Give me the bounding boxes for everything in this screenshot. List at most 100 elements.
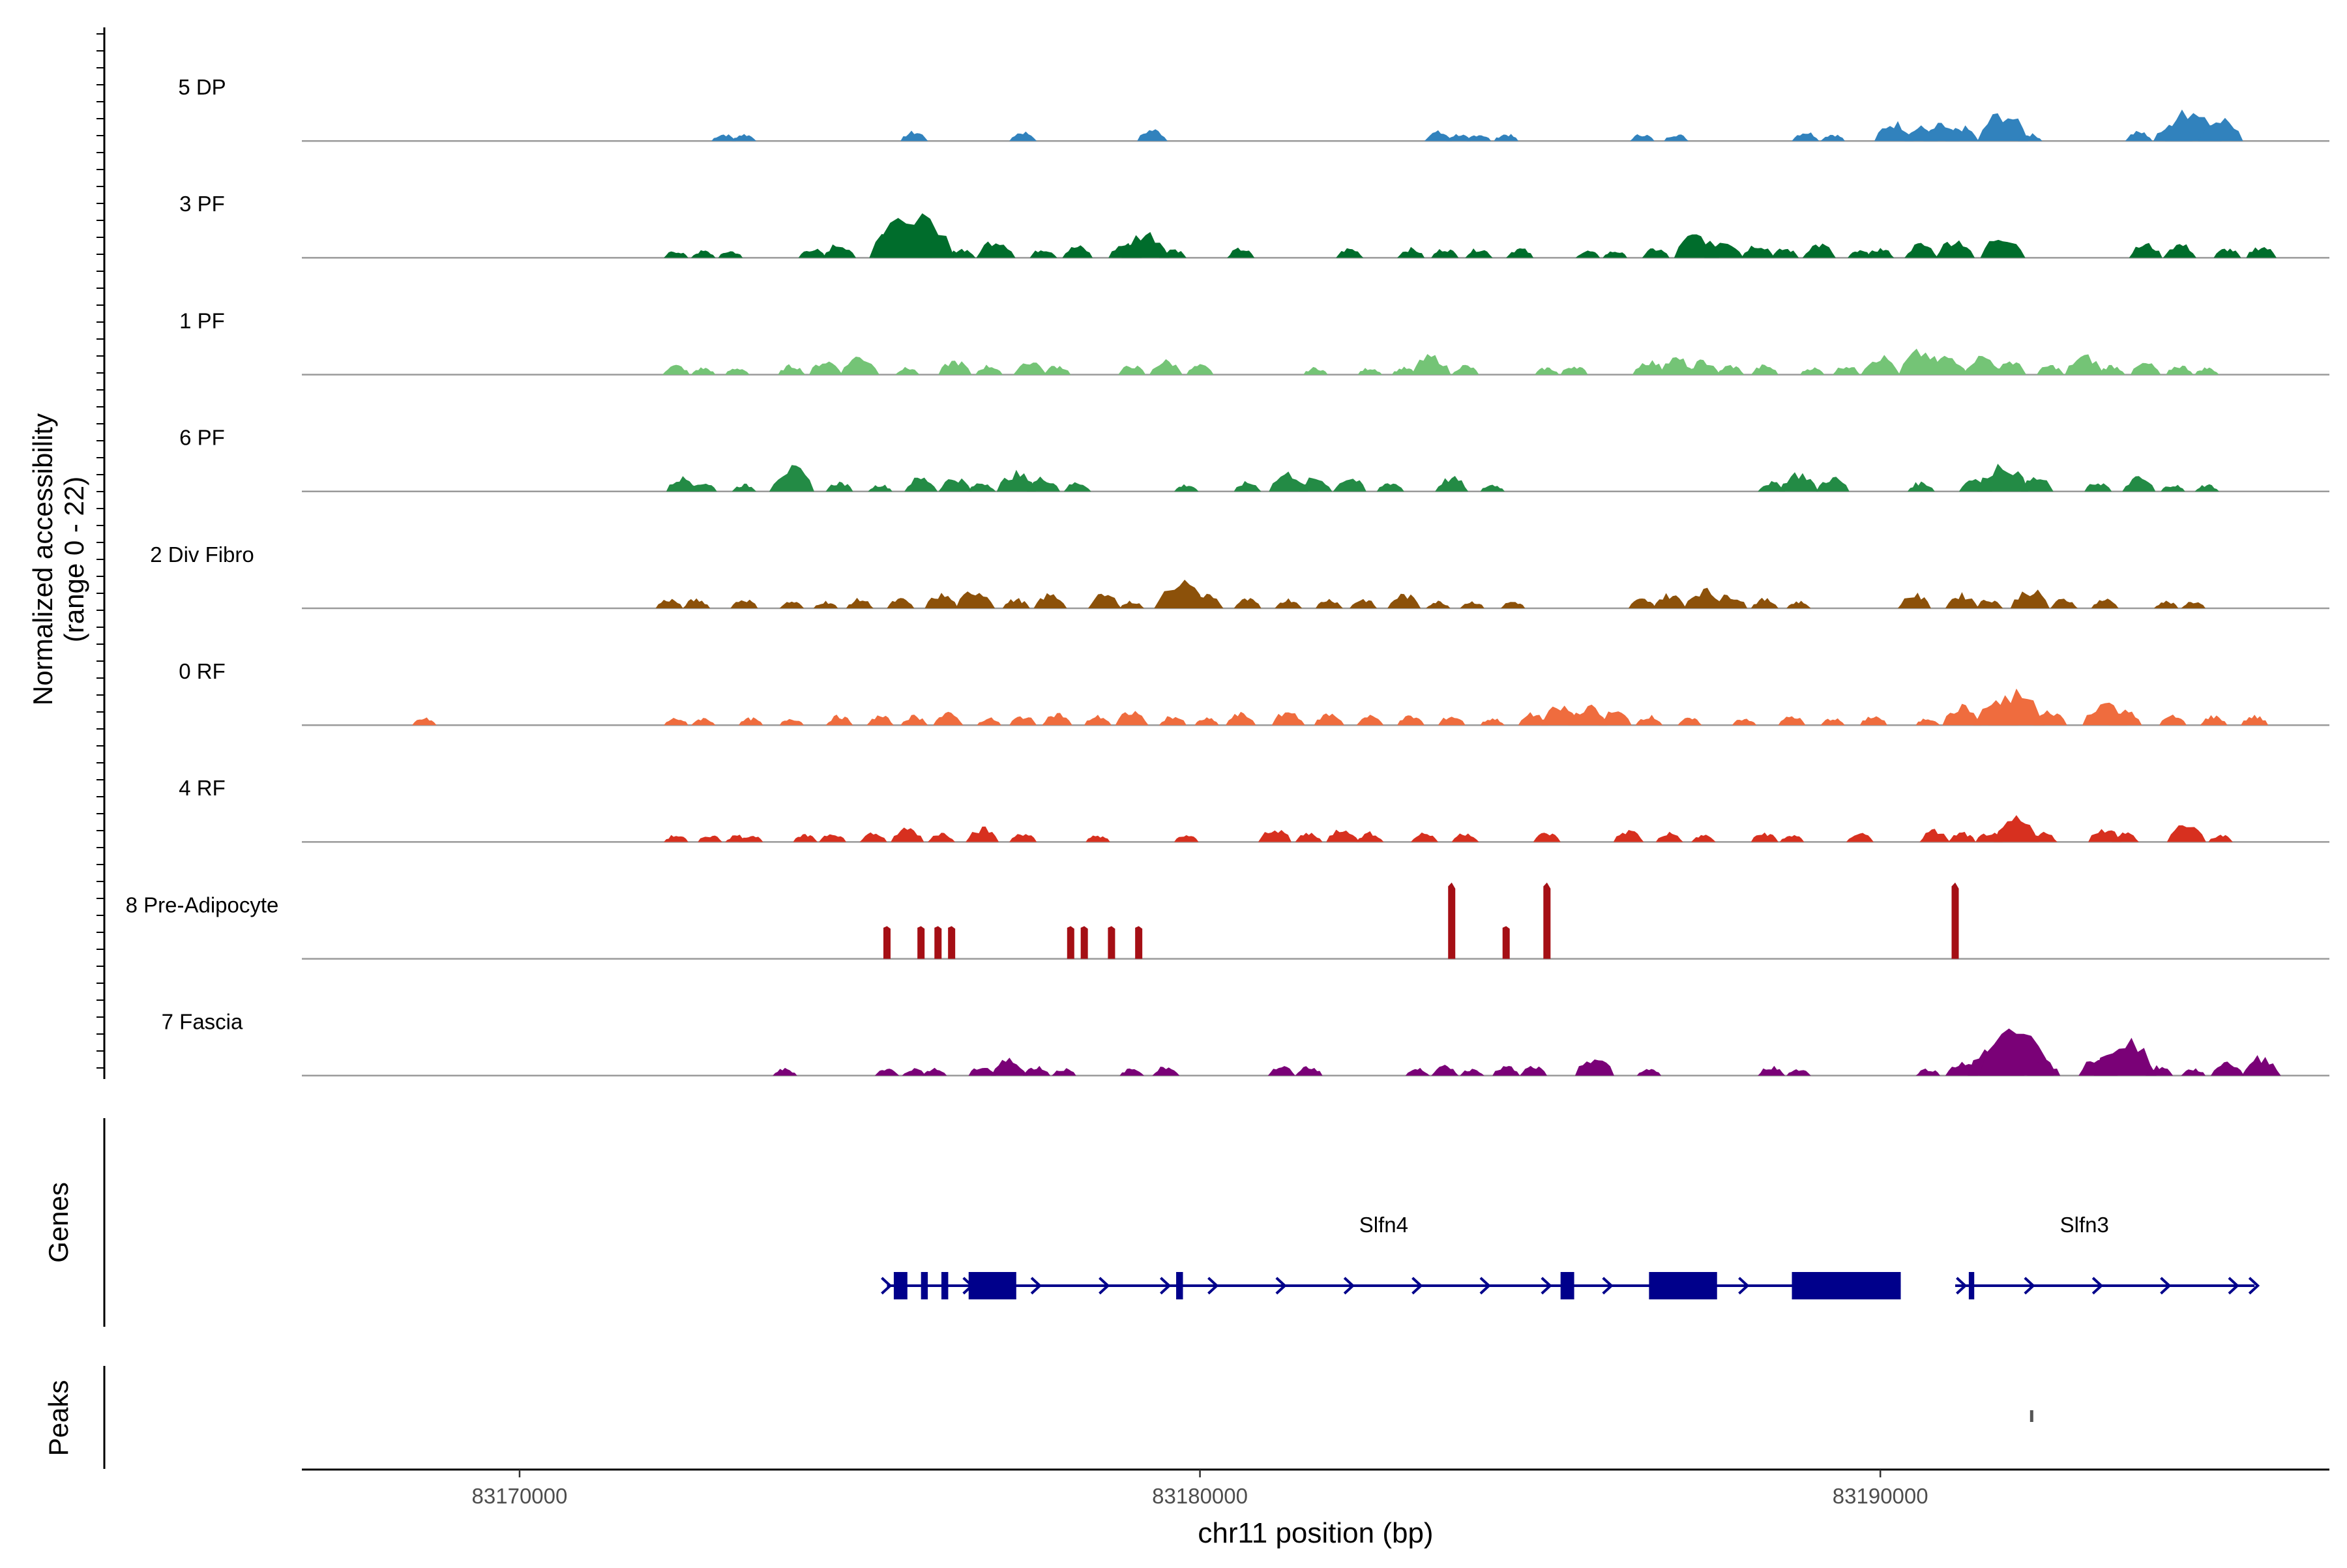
track-label: 7 Fascia: [162, 1010, 243, 1034]
peak-mark: [2122, 476, 2156, 492]
peak-mark: [1779, 835, 1805, 842]
peak-mark: [1027, 476, 1061, 492]
peak-mark: [1159, 249, 1187, 258]
peak-mark: [1820, 134, 1845, 141]
peak-mark: [1820, 718, 1845, 726]
peak-mark: [412, 717, 437, 726]
peak-mark: [2200, 715, 2228, 726]
peak-mark: [1758, 1065, 1786, 1076]
peak-mark: [1315, 599, 1343, 608]
peak-mark: [968, 483, 996, 492]
peak-mark: [1800, 367, 1825, 375]
peak-mark: [1435, 476, 1469, 492]
peak-mark: [1033, 593, 1067, 608]
peak-mark: [1732, 718, 1757, 726]
track-label: 3 PF: [179, 192, 225, 216]
peak-mark: [1560, 366, 1588, 375]
peak-mark: [1575, 250, 1601, 258]
peak-mark: [773, 1067, 797, 1076]
gene-strand-arrow: [1030, 1277, 1042, 1295]
gene-strand-arrow: [1411, 1277, 1423, 1295]
peak-mark: [1350, 599, 1378, 608]
peak-mark: [664, 251, 688, 258]
peak-mark: [1466, 135, 1492, 141]
gene-label: Slfn3: [2060, 1213, 2109, 1237]
track-label: 6 PF: [179, 426, 225, 450]
peak-mark: [1042, 713, 1072, 726]
peak-mark: [859, 832, 887, 842]
peak-mark: [2037, 365, 2065, 375]
peak-mark: [1502, 926, 1510, 959]
peak-mark: [1904, 243, 1938, 258]
gene-strand-arrow: [1602, 1277, 1614, 1295]
peak-mark: [902, 1068, 926, 1076]
peak-mark: [938, 361, 972, 375]
peak-mark: [1118, 365, 1146, 375]
peak-mark: [1271, 712, 1305, 726]
peak-mark: [956, 591, 996, 608]
peak-mark: [1226, 711, 1256, 726]
peak-mark: [1541, 705, 1580, 726]
peak-mark: [2161, 484, 2185, 492]
peak-mark: [1391, 366, 1417, 375]
peak-mark: [2129, 243, 2162, 258]
peak-mark: [1115, 711, 1149, 726]
gene-strand-arrow: [881, 1277, 893, 1295]
gene-strand-arrow: [2248, 1277, 2260, 1295]
gene-strand-arrow: [2091, 1277, 2104, 1295]
peak-mark: [928, 833, 955, 842]
peak-mark: [1494, 134, 1518, 141]
peak-mark: [1084, 715, 1112, 726]
peak-mark: [683, 598, 711, 608]
peak-mark: [2093, 1037, 2157, 1076]
peak-mark: [918, 242, 952, 258]
peak-mark: [1750, 597, 1779, 608]
peak-mark: [1994, 815, 2039, 842]
track-label: 4 RF: [179, 776, 226, 800]
peak-mark: [798, 248, 826, 258]
peak-mark: [1052, 1068, 1076, 1076]
peak-mark: [2030, 831, 2058, 842]
peak-mark: [1816, 477, 1850, 492]
gene-strand-arrow: [1956, 1277, 1968, 1295]
peak-mark: [1683, 587, 1723, 608]
peak-mark: [2198, 117, 2243, 141]
peak-mark: [1397, 246, 1425, 258]
peak-mark: [2084, 483, 2112, 492]
peak-mark: [1154, 580, 1205, 608]
peak-mark: [1431, 1065, 1459, 1076]
track-8-pre-adipocyte: 8 Pre-Adipocyte: [126, 882, 2329, 960]
gene-strand-arrow: [2228, 1277, 2239, 1295]
peak-mark: [1691, 835, 1716, 842]
peak-mark: [883, 926, 891, 959]
peak-region: [2030, 1410, 2033, 1422]
gene-strand-arrow: [962, 1277, 974, 1295]
peak-mark: [1009, 716, 1037, 726]
peak-mark: [1945, 592, 1979, 608]
peaks-track: [2030, 1410, 2033, 1422]
peak-mark: [900, 130, 928, 141]
peak-mark: [1480, 718, 1505, 726]
peak-mark: [1962, 355, 2002, 375]
peak-mark: [2241, 715, 2269, 726]
peak-mark: [739, 836, 763, 842]
peak-mark: [1993, 361, 2026, 375]
peak-mark: [1194, 717, 1219, 726]
peak-mark: [1642, 248, 1670, 258]
y-axis-label: Normalized accessibility: [27, 413, 58, 705]
peak-mark: [2194, 484, 2219, 492]
peak-mark: [1779, 472, 1818, 492]
x-axis: 83170000 83180000 83190000 chr11 position (…: [302, 1468, 2329, 1549]
peak-mark: [922, 1067, 947, 1076]
peak-mark: [1979, 1028, 2054, 1076]
peak-mark: [1632, 360, 1666, 375]
peak-mark: [1451, 364, 1479, 375]
x-tick-label: 83190000: [1833, 1484, 1928, 1508]
peak-mark: [1431, 249, 1459, 258]
peak-mark: [1356, 831, 1384, 842]
peak-mark: [1258, 830, 1292, 842]
peak-mark: [730, 599, 758, 608]
peak-mark: [1174, 835, 1199, 842]
peak-mark: [1677, 717, 1702, 726]
